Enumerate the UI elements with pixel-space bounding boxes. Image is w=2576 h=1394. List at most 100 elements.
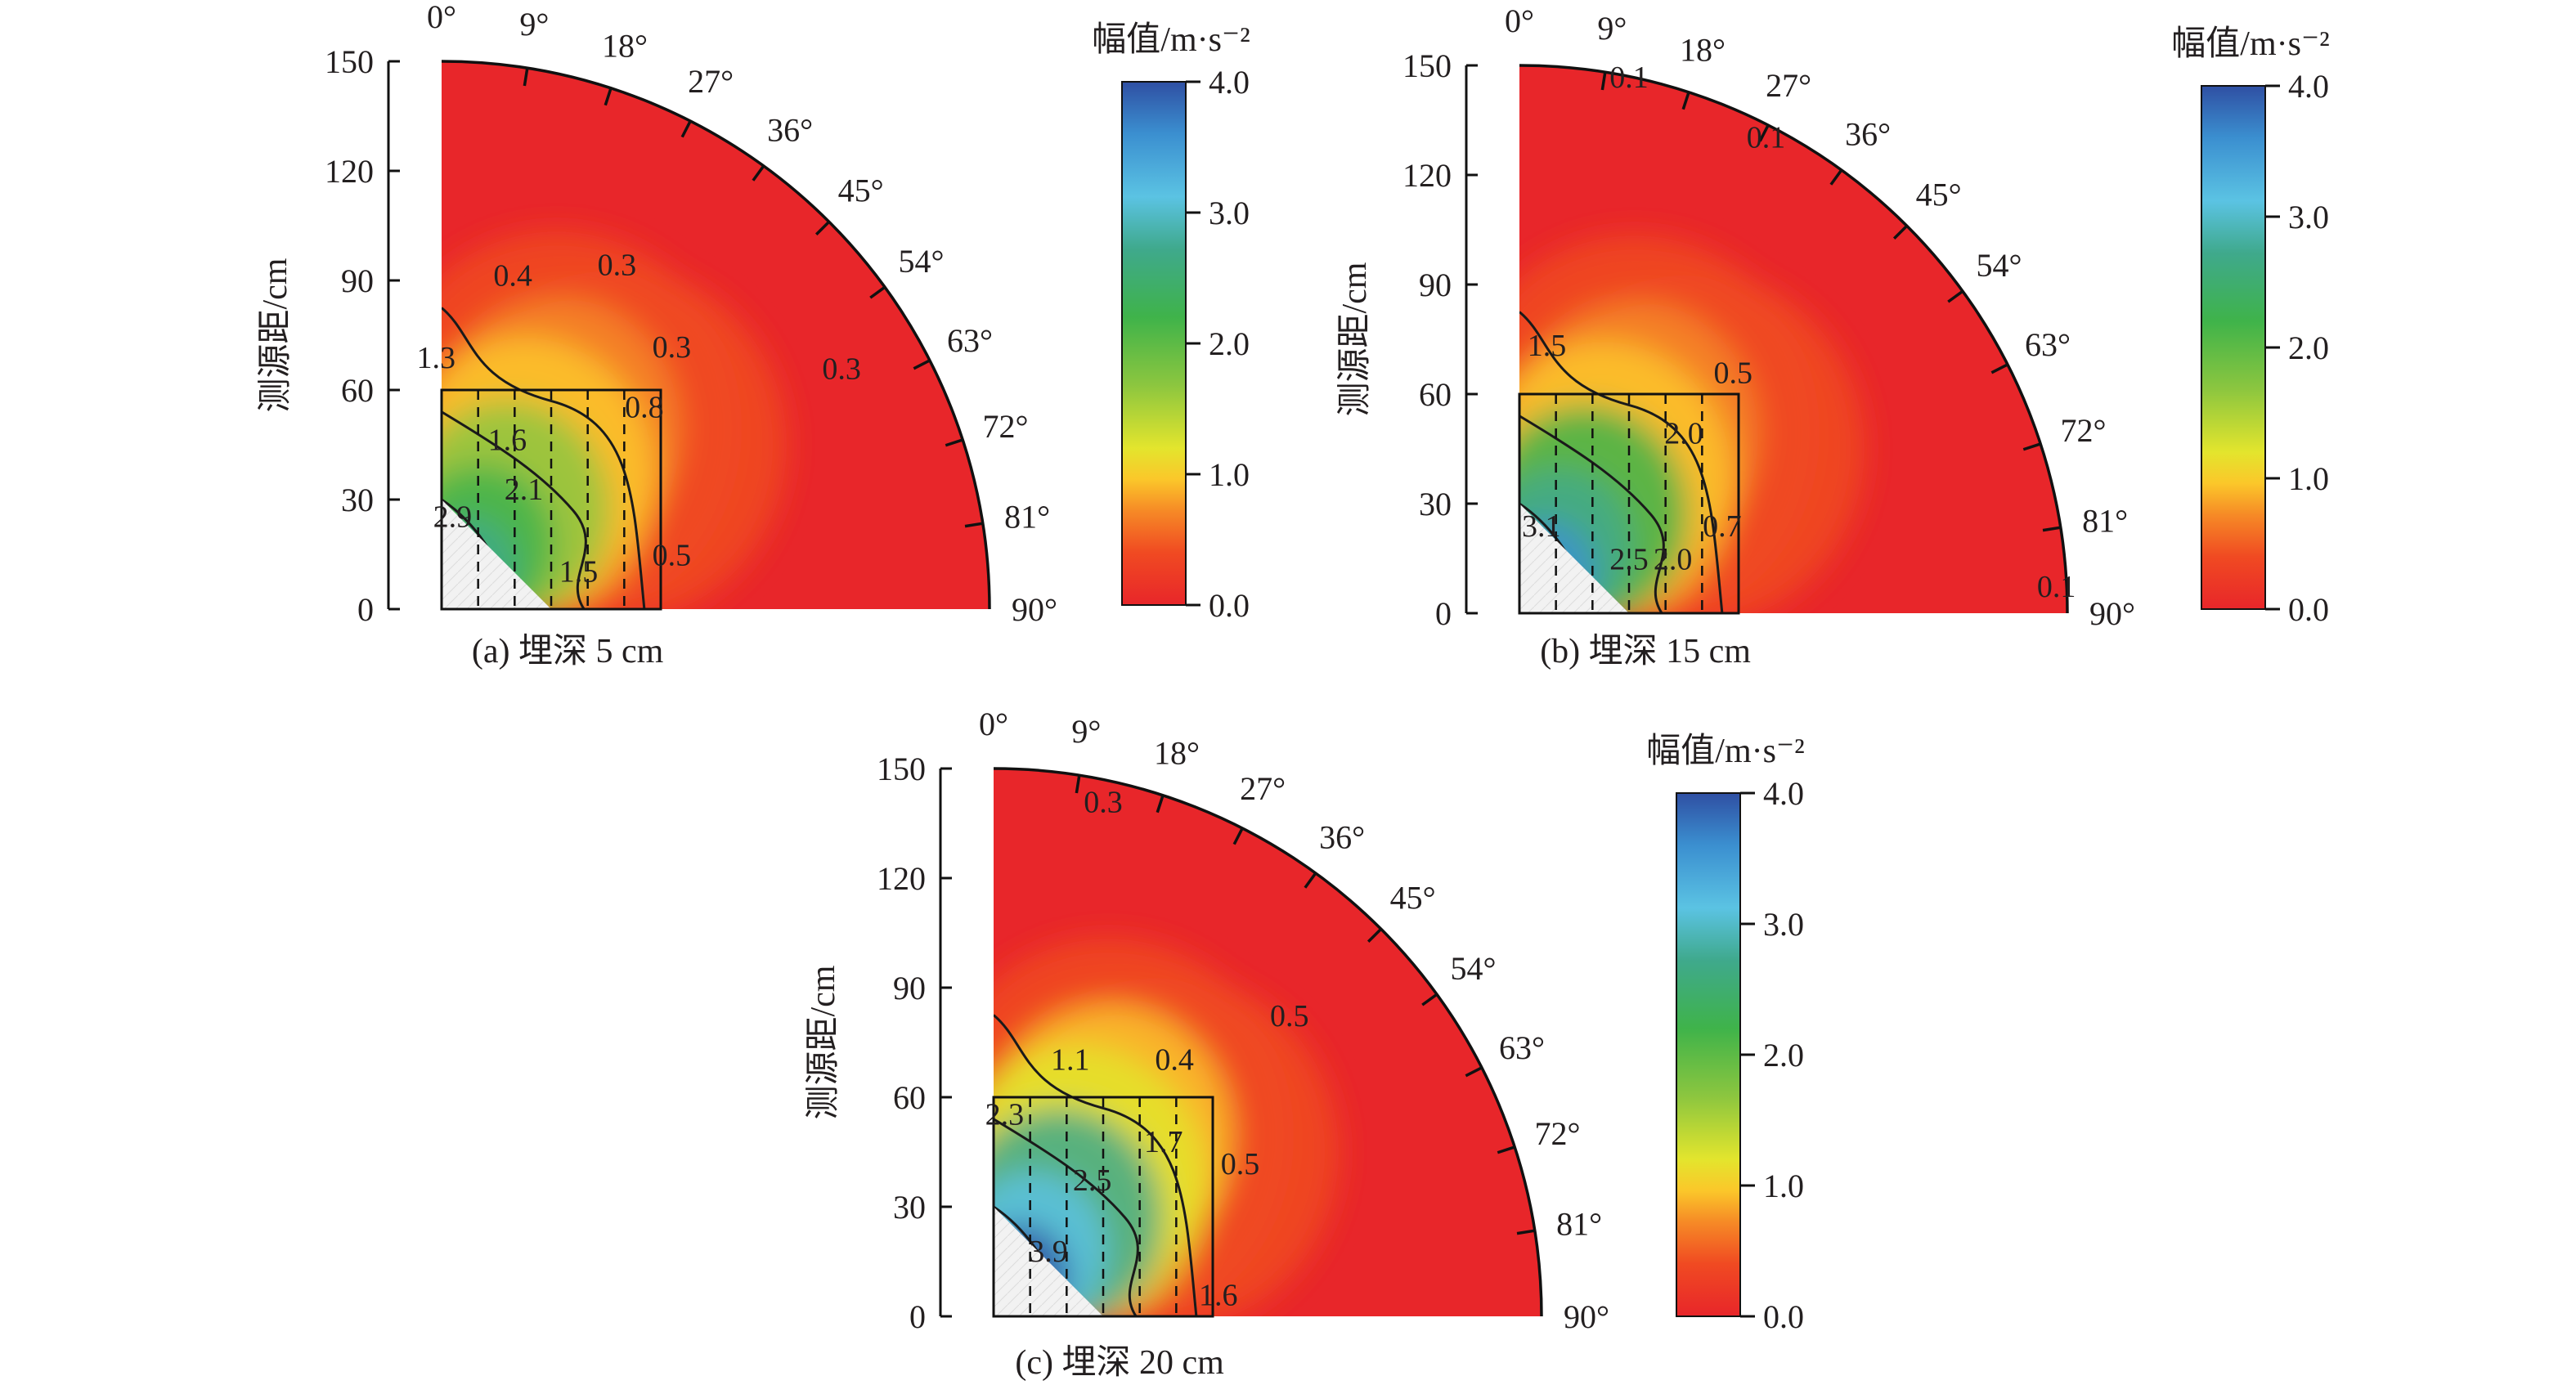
colorbar-tick-label: 1.0 (1209, 456, 1250, 493)
contour-label: 0.3 (1084, 786, 1123, 820)
angle-tick-label: 18° (1154, 734, 1200, 771)
angle-tick (1421, 993, 1438, 1006)
contour-line (442, 410, 587, 609)
angle-tick (815, 221, 830, 236)
angle-tick (1681, 92, 1690, 110)
contour-label: 1.7 (1144, 1125, 1183, 1159)
angle-tick-label: 54° (1977, 247, 2022, 284)
angle-tick-label: 63° (947, 322, 993, 359)
source-region (442, 500, 551, 609)
contour-label: 2.1 (505, 473, 544, 507)
r-axis-label: 测源距/cm (257, 258, 294, 412)
angle-tick (1367, 928, 1382, 944)
colorbar-tick-label: 3.0 (1763, 906, 1804, 943)
contour-label: 2.5 (1609, 542, 1649, 576)
source-region (994, 1207, 1103, 1316)
r-axis-tick-label: 90 (341, 262, 374, 299)
angle-tick (2042, 526, 2062, 532)
colorbar-tick-label: 2.0 (2288, 329, 2329, 366)
colorbar-title: 幅值/m·s⁻² (1646, 733, 1804, 770)
colorbar-tick-label: 4.0 (1763, 775, 1804, 812)
angle-tick-label: 45° (1916, 176, 1962, 213)
colorbar: 幅值/m·s⁻² 0.0 1.0 2.0 3.0 4.0 (2171, 25, 2329, 628)
r-axis-tick-label: 0 (1435, 595, 1452, 632)
r-axis-tick-label: 60 (1419, 376, 1452, 413)
angle-tick (913, 359, 931, 370)
r-axis-label: 测源距/cm (1336, 262, 1374, 416)
contour-label: 0.5 (1221, 1147, 1260, 1181)
colorbar-tick-label: 4.0 (1209, 64, 1250, 101)
contour-label: 0.1 (2037, 570, 2076, 604)
contour-label: 0.3 (653, 330, 692, 365)
angle-tick-label: 72° (983, 408, 1029, 445)
angle-tick-label: 9° (519, 6, 549, 43)
angle-tick-label: 45° (1390, 879, 1436, 916)
angle-tick (1947, 289, 1964, 303)
contour-line (442, 307, 646, 609)
r-axis-tick-label: 120 (877, 860, 926, 897)
angle-tick-label: 9° (1071, 713, 1101, 750)
angle-tick-label: 0° (1505, 2, 1534, 39)
angle-tick (1465, 1066, 1483, 1078)
angle-tick-label: 36° (1319, 818, 1365, 855)
angle-tick-label: 0° (427, 0, 456, 35)
contour-line (994, 1014, 1198, 1316)
angle-tick (1304, 872, 1317, 889)
r-axis-tick-label: 150 (877, 751, 926, 787)
r-axis-tick-label: 0 (909, 1298, 926, 1335)
contour-label: 0.1 (1609, 61, 1649, 95)
angle-tick-label: 9° (1597, 10, 1627, 47)
contour-label: 2.0 (1654, 542, 1693, 576)
angle-tick (1829, 168, 1843, 186)
contour-label: 1.5 (559, 555, 599, 589)
angle-tick-label: 27° (688, 63, 734, 100)
angle-tick-label: 63° (2025, 326, 2071, 363)
source-region (1519, 504, 1629, 613)
angle-tick (869, 285, 886, 299)
contour-label: 0.3 (822, 352, 861, 387)
r-axis-tick-label: 30 (1419, 486, 1452, 522)
contour-label: 0.7 (1703, 509, 1742, 544)
contour-label: 0.1 (1747, 121, 1786, 155)
angle-tick (1232, 827, 1244, 845)
r-axis-tick-label: 0 (357, 591, 374, 628)
panel-c: 0° 9° 18° 27° 36° 45° 54° 63° 72° 81° 90° 0 30 60 90 12… (805, 706, 1805, 1382)
contour-label: 0.5 (1714, 356, 1753, 391)
angle-tick (945, 438, 963, 447)
colorbar-tick-label: 2.0 (1763, 1037, 1804, 1074)
angle-tick-label: 18° (1680, 31, 1726, 68)
angle-tick-label: 54° (1451, 950, 1497, 987)
contour-label: 0.5 (653, 538, 692, 572)
angle-tick-label: 72° (2061, 412, 2107, 449)
angle-tick-label: 36° (767, 111, 813, 148)
panel-a: 0° 9° 18° 27° 36° 45° 54° 63° 72° 81° 90° 0 30 60 90 12… (257, 0, 1250, 670)
contour-label: 2.3 (985, 1098, 1025, 1132)
contour-label: 3.1 (1522, 509, 1561, 544)
contour-label: 1.3 (417, 341, 456, 375)
colorbar-tick-label: 0.0 (2288, 591, 2329, 628)
angle-tick-label: 63° (1499, 1029, 1545, 1066)
contour-label: 1.6 (1199, 1279, 1238, 1313)
colorbar: 幅值/m·s⁻² 0.0 1.0 2.0 3.0 4.0 (1092, 21, 1250, 624)
angle-tick (1990, 363, 2008, 374)
contour-label: 2.0 (1664, 416, 1703, 450)
contour-label: 1.1 (1051, 1043, 1090, 1078)
r-axis-tick-label: 30 (341, 482, 374, 518)
colorbar-tick-label: 2.0 (1209, 325, 1250, 362)
angle-tick (752, 164, 765, 182)
r-axis-tick-label: 30 (893, 1189, 926, 1226)
angle-tick-label: 18° (602, 27, 648, 64)
angle-tick (1497, 1145, 1515, 1154)
r-axis-tick-label: 120 (1402, 157, 1452, 194)
angle-tick-label: 90° (1012, 591, 1057, 628)
angle-tick-label: 81° (2082, 503, 2128, 540)
contour-label: 3.9 (1029, 1235, 1068, 1269)
r-axis-tick-label: 150 (325, 43, 374, 80)
contour-label: 2.5 (1073, 1163, 1112, 1198)
angle-tick-label: 90° (1564, 1298, 1609, 1335)
colorbar-title: 幅值/m·s⁻² (1092, 21, 1250, 59)
angle-tick-label: 81° (1556, 1206, 1602, 1243)
colorbar-tick-label: 1.0 (2288, 460, 2329, 497)
angle-tick (1758, 124, 1770, 142)
angle-tick-label: 36° (1845, 115, 1891, 152)
